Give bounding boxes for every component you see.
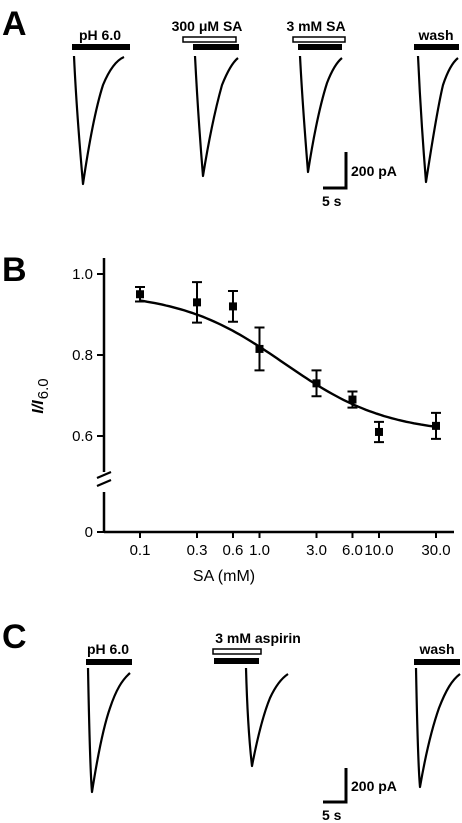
panel-a-scale-bar-lines — [323, 152, 348, 190]
panel-c-trace-1-ph-bar — [86, 659, 132, 665]
data-point — [432, 421, 440, 430]
y-tick-label: 0 — [85, 524, 93, 541]
fit-curve — [139, 299, 437, 428]
panel-a-trace-4-label: wash — [417, 27, 453, 43]
panel-a-trace-2-label: 300 μM SA — [172, 18, 243, 34]
panel-b-label: B — [2, 251, 27, 289]
panel-a-trace-1-current — [72, 55, 125, 186]
panel-a-trace-2-drug-bar — [182, 36, 237, 43]
panel-a-scale-bar: 200 pA 5 s — [322, 152, 397, 209]
panel-c-trace-1: pH 6.0 — [86, 641, 132, 794]
panel-c-trace-2-current — [244, 667, 289, 768]
panel-c-trace-2-drug-bar — [212, 648, 262, 655]
panel-a-trace-1: pH 6.0 — [72, 27, 130, 186]
panel-a: A pH 6.0 300 μM SA 3 mM SA wash 200 pA — [2, 5, 459, 209]
panel-a-trace-2-ph-bar — [193, 44, 239, 50]
panel-a-label: A — [2, 5, 27, 43]
y-axis-label-sub: 6.0 — [35, 378, 52, 399]
data-point — [374, 427, 383, 436]
data-point — [255, 344, 264, 353]
x-tick-label: 1.0 — [249, 542, 270, 559]
panel-a-trace-1-label: pH 6.0 — [79, 27, 121, 43]
y-axis-label: I/I6.0 — [30, 378, 52, 413]
data-point — [136, 290, 144, 299]
panel-c-trace-3-current — [414, 667, 461, 789]
y-axis-label-main: I/I — [30, 400, 47, 414]
panel-c-scale-time: 5 s — [322, 807, 342, 823]
panel-a-trace-4-ph-bar — [414, 44, 459, 50]
panel-a-trace-2: 300 μM SA — [172, 18, 243, 178]
x-tick-label: 0.1 — [130, 542, 151, 559]
panel-a-trace-3: 3 mM SA — [286, 18, 346, 174]
panel-c-label: C — [2, 618, 27, 656]
panel-a-trace-2-current — [193, 55, 239, 178]
panel-a-trace-4-current — [416, 55, 459, 184]
x-tick-label: 0.6 — [223, 542, 244, 559]
panel-c-trace-1-current — [86, 667, 131, 794]
panel-c-trace-3: wash — [414, 641, 461, 789]
panel-c: C pH 6.0 3 mM aspirin wash 200 pA 5 s — [2, 618, 461, 823]
y-tick-label: 1.0 — [72, 266, 93, 283]
panel-a-scale-current: 200 pA — [351, 163, 397, 179]
x-tick-label: 30.0 — [421, 542, 450, 559]
x-tick-label: 6.0 — [342, 542, 363, 559]
panel-a-trace-3-label: 3 mM SA — [286, 18, 345, 34]
panel-c-scale-bar-lines — [323, 768, 348, 804]
data-point — [312, 379, 321, 388]
panel-a-trace-3-current — [298, 55, 343, 174]
panel-c-trace-1-label: pH 6.0 — [87, 641, 129, 657]
data-point — [228, 302, 237, 311]
data-point — [193, 298, 202, 307]
y-tick-label: 0.8 — [72, 347, 93, 364]
panel-a-trace-4: wash — [414, 27, 459, 184]
panel-a-trace-3-ph-bar — [298, 44, 342, 50]
panel-c-trace-2-label: 3 mM aspirin — [215, 630, 301, 646]
x-tick-label: 10.0 — [364, 542, 393, 559]
panel-c-trace-2-ph-bar — [214, 658, 259, 664]
panel-a-scale-time: 5 s — [322, 193, 342, 209]
panel-c-trace-2: 3 mM aspirin — [212, 630, 301, 768]
y-axis-break — [96, 470, 112, 488]
panel-a-trace-3-drug-bar — [292, 36, 346, 43]
panel-b-chart: B SA (mM) I/I6.0 1.00.80.600.1 0.3 0.6 1.0 3… — [2, 251, 454, 585]
x-tick-label: 3.0 — [306, 542, 327, 559]
y-tick-label: 0.6 — [72, 428, 93, 445]
x-axis-label: SA (mM) — [193, 568, 255, 585]
data-point — [348, 395, 357, 404]
panel-c-trace-3-label: wash — [418, 641, 454, 657]
panel-a-trace-1-ph-bar — [72, 44, 130, 50]
panel-c-scale-current: 200 pA — [351, 778, 397, 794]
panel-c-trace-3-ph-bar — [414, 659, 460, 665]
panel-c-scale-bar: 200 pA 5 s — [322, 768, 397, 823]
x-tick-label: 0.3 — [187, 542, 208, 559]
